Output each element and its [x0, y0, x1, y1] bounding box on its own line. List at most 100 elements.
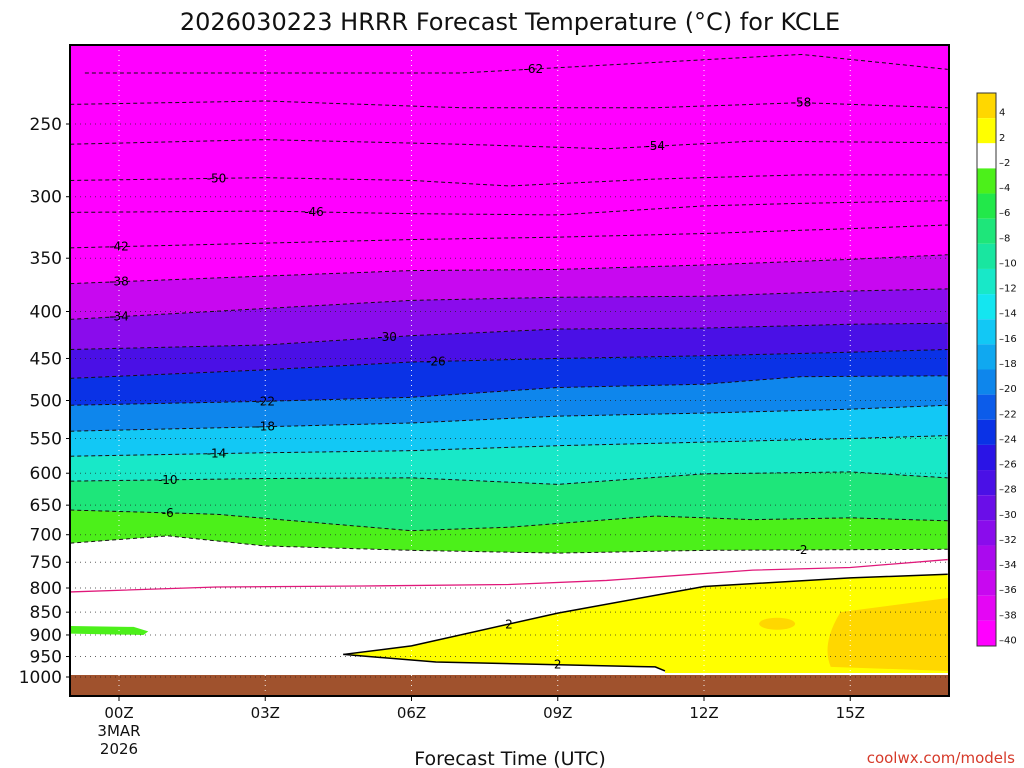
cold-pocket: [70, 626, 149, 635]
contour-label: -30: [377, 330, 397, 344]
x-tick-label: 03Z: [251, 704, 280, 722]
colorbar-label: –2: [999, 158, 1010, 169]
contour-label: 2: [505, 617, 513, 631]
contour-label: -62: [524, 62, 544, 76]
colorbar-label: –30: [999, 510, 1017, 521]
y-tick-label: 400: [30, 302, 62, 322]
colorbar-label: –32: [999, 535, 1017, 546]
x-tick-label: 09Z: [543, 704, 572, 722]
colorbar-label: –40: [999, 635, 1017, 646]
warm-core: [759, 617, 796, 630]
colorbar-swatch: [977, 545, 996, 571]
y-tick-label: 900: [30, 626, 62, 646]
colorbar-label: –16: [999, 334, 1017, 345]
contour-label: 2: [554, 658, 562, 672]
contour-label: -2: [796, 543, 808, 557]
axes: 250 300 350 400 450 500 550 600 650 700 750 800 850 9…: [19, 44, 950, 758]
temperature-band: [70, 101, 948, 149]
temperature-band: [70, 349, 948, 406]
colorbar: 4 2 –2 –4 –6 –8 –10 –12 –14 –16 –18 –20 –22 –24 –26 –28…: [976, 92, 1017, 647]
colorbar-swatch: [977, 218, 996, 244]
x-tick-sublabel: 3MAR: [97, 722, 140, 740]
colorbar-swatch: [977, 444, 996, 471]
isotherm-contour: [70, 322, 948, 351]
ground: [70, 675, 949, 696]
temperature-band: [70, 54, 948, 108]
contour-label: -26: [426, 354, 446, 368]
colorbar-label: –36: [999, 585, 1017, 596]
colorbar-label: –26: [999, 460, 1017, 471]
warm-core: [827, 597, 949, 671]
isotherm-contour: [70, 100, 948, 109]
y-tick-label: 1000: [19, 668, 62, 688]
x-tick-label: 15Z: [836, 704, 865, 722]
colorbar-label: 4: [999, 108, 1005, 119]
colorbar-swatch: [977, 570, 996, 596]
colorbar-swatch: [977, 495, 996, 521]
y-tick-label: 250: [30, 115, 62, 135]
contour-label: -38: [109, 275, 129, 289]
x-tick-sublabel: 2026: [100, 740, 138, 758]
temperature-band: [70, 200, 948, 248]
temperature-band: [70, 375, 948, 432]
colorbar-swatch: [977, 294, 996, 320]
isotherm-contour: [70, 435, 948, 457]
contour-label: -6: [162, 506, 174, 520]
y-tick-label: 450: [30, 349, 62, 369]
colorbar-swatch: [977, 394, 996, 420]
isotherm-contour: [70, 200, 948, 216]
contour-label: -14: [207, 447, 227, 461]
colorbar-label: –6: [999, 208, 1010, 219]
x-tick-label: 12Z: [689, 704, 718, 722]
colorbar-swatch: [977, 419, 996, 445]
colorbar-label: –4: [999, 183, 1010, 194]
temperature-band: [70, 224, 948, 284]
y-tick-label: 350: [30, 249, 62, 269]
colorbar-swatch: [977, 193, 996, 219]
temperature-band: [70, 254, 948, 320]
colorbar-swatch: [977, 470, 996, 496]
isotherm-contour: [70, 254, 948, 285]
colorbar-swatch: [977, 369, 996, 395]
colorbar-swatch: [977, 520, 996, 546]
temperature-band: [70, 139, 948, 186]
contour-label: -18: [255, 420, 275, 434]
colorbar-label: –10: [999, 258, 1017, 269]
colorbar-swatch: [977, 319, 996, 345]
colorbar-label: 2: [999, 133, 1005, 144]
plot-area: -62-58-54-50-46-42-38-34-30-26-22-18-14-…: [70, 45, 949, 696]
colorbar-label: –28: [999, 485, 1017, 496]
y-tick-label: 750: [30, 553, 62, 573]
isotherm-contour: [84, 53, 948, 74]
y-tick-label: 500: [30, 392, 62, 412]
freezing-line: [70, 558, 948, 593]
x-tick-label: 06Z: [397, 704, 426, 722]
colorbar-label: –22: [999, 409, 1017, 420]
isotherm-contour-warm: [343, 653, 666, 672]
y-tick-label: 800: [30, 579, 62, 599]
credit-text: coolwx.com/models: [867, 749, 1015, 767]
temperature-band: [70, 435, 948, 485]
contour-label: -58: [792, 96, 812, 110]
y-tick-label: 650: [30, 496, 62, 516]
isotherm-contour: [70, 288, 948, 320]
colorbar-frame: [976, 92, 997, 647]
isotherm-contour: [70, 404, 948, 432]
y-tick-label: 600: [30, 464, 62, 484]
temperature-band: [70, 45, 949, 74]
contour-label: -50: [207, 171, 227, 185]
y-tick-label: 850: [30, 603, 62, 623]
isotherm-contour-warm: [343, 573, 948, 656]
contour-label: -42: [109, 240, 129, 254]
chart-title: 2026030223 HRRR Forecast Temperature (°C…: [180, 8, 840, 36]
contour-label: -10: [158, 473, 178, 487]
isotherm-contour: [70, 509, 948, 532]
colorbar-label: –24: [999, 434, 1017, 445]
colorbar-swatch: [977, 168, 996, 194]
colorbar-label: –8: [999, 233, 1010, 244]
contour-label: -46: [304, 205, 324, 219]
colorbar-swatch: [977, 620, 996, 646]
warm-layer: [343, 574, 949, 673]
colorbar-swatch: [977, 595, 996, 621]
